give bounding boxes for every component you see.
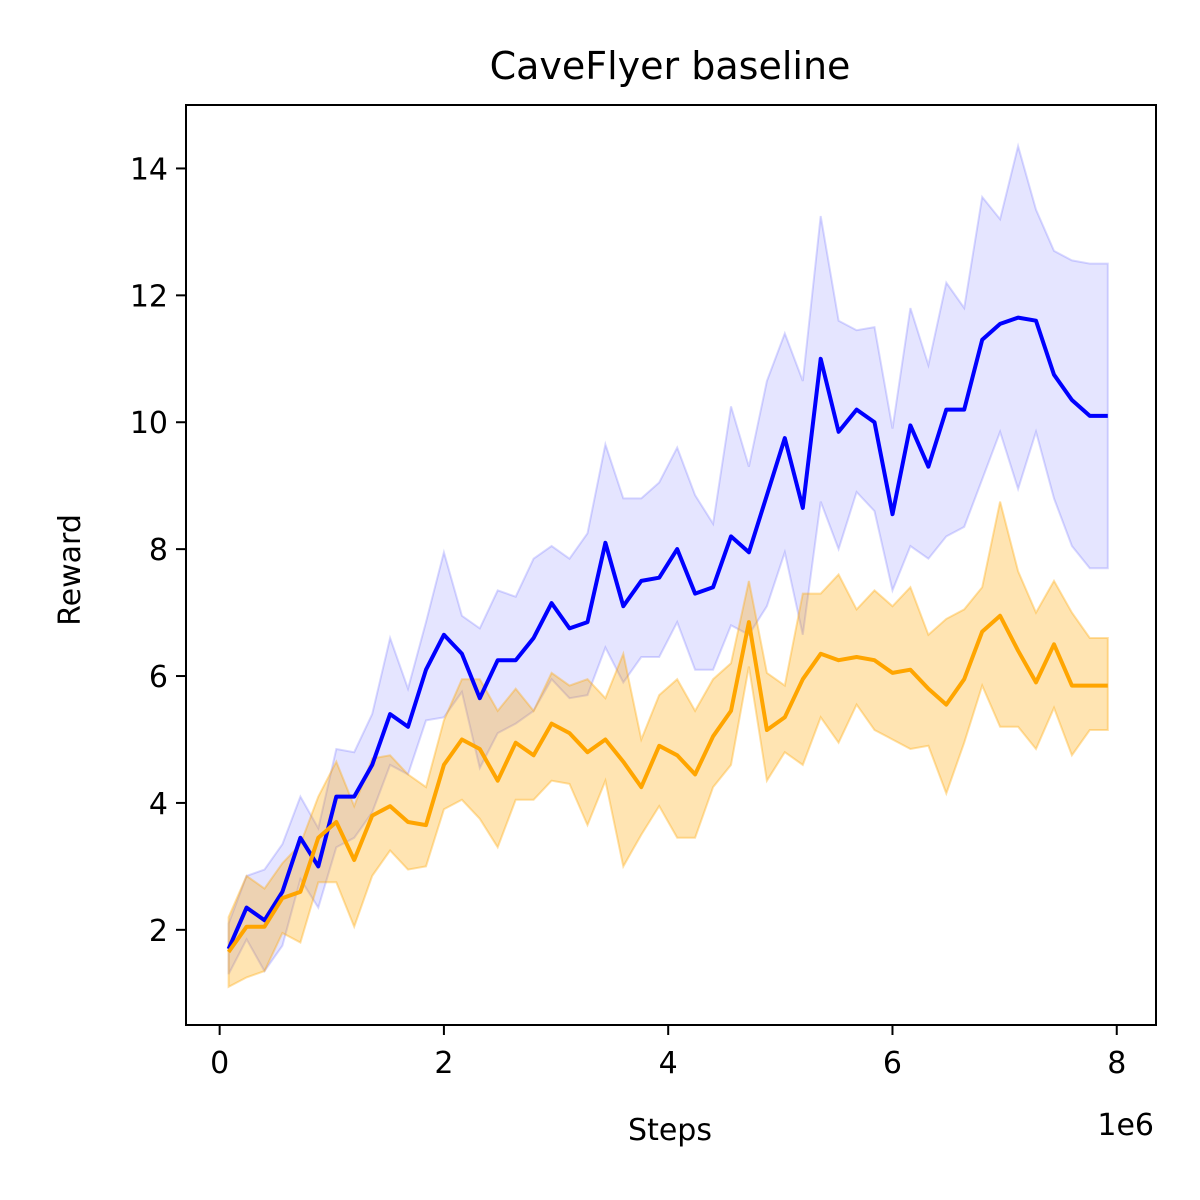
y-tick-label: 12 [130, 279, 168, 314]
chart-title: CaveFlyer baseline [490, 44, 851, 88]
y-axis-ticks: 2 4 6 8 10 12 14 [130, 152, 186, 949]
series-1-line [226, 315, 1108, 950]
y-tick-label: 14 [130, 152, 168, 187]
y-tick-label: 2 [149, 914, 168, 949]
x-tick-label: 8 [1107, 1046, 1126, 1081]
x-tick-label: 0 [210, 1046, 229, 1081]
y-tick-label: 6 [149, 660, 168, 695]
x-tick-label: 6 [883, 1046, 902, 1081]
series-lines [226, 315, 1108, 954]
y-tick-label: 8 [149, 533, 168, 568]
plot-frame [185, 104, 1157, 1026]
x-axis-ticks: 0 2 4 6 8 [210, 1025, 1126, 1081]
y-axis-label: Reward [53, 514, 88, 626]
x-tick-label: 2 [434, 1046, 453, 1081]
y-tick-label: 4 [149, 787, 168, 822]
x-axis-label: Steps [628, 1113, 712, 1148]
series-2-band [227, 501, 1109, 989]
x-tick-label: 4 [659, 1046, 678, 1081]
x-axis-offset-label: 1e6 [1097, 1108, 1154, 1143]
y-tick-label: 10 [130, 406, 168, 441]
series-2-line [226, 613, 1108, 954]
